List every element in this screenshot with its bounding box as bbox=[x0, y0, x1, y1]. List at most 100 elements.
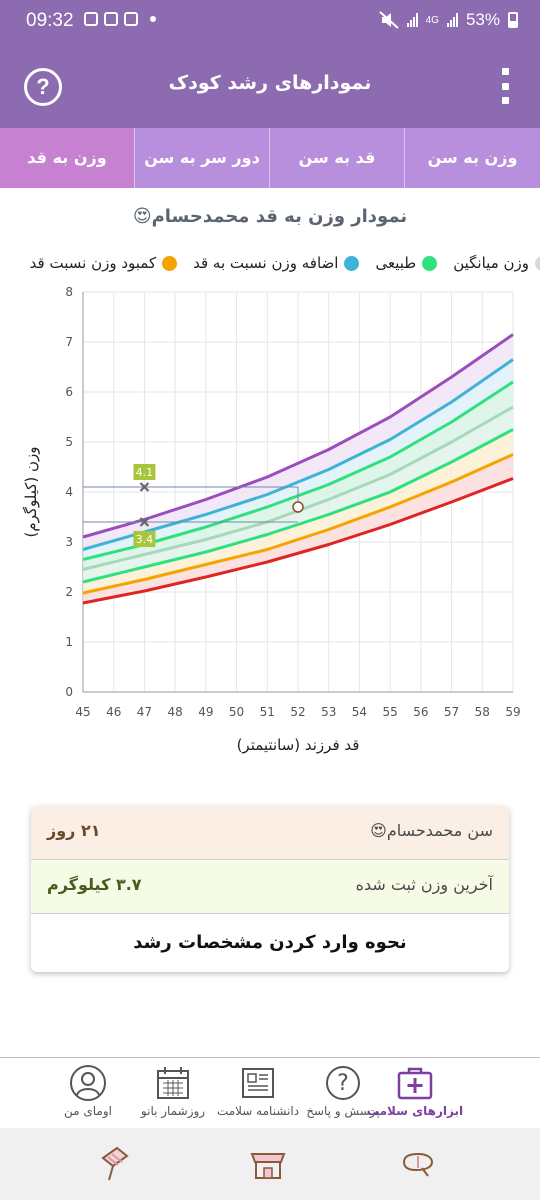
legend-label: طبیعی bbox=[375, 254, 417, 272]
network-type: 4G bbox=[425, 14, 439, 26]
x-tick-label: 59 bbox=[505, 705, 520, 719]
instagram-icon bbox=[124, 12, 138, 26]
ice-cream-icon[interactable] bbox=[95, 1144, 135, 1184]
x-axis-label: قد فرزند (سانتیمتر) bbox=[237, 736, 360, 754]
nav-my-profile[interactable]: اومای من bbox=[48, 1058, 128, 1128]
x-tick-label: 51 bbox=[260, 705, 275, 719]
x-tick-label: 48 bbox=[168, 705, 183, 719]
menu-dot-icon bbox=[501, 82, 509, 90]
shop-icon[interactable] bbox=[248, 1144, 288, 1184]
first-aid-kit-icon bbox=[397, 1067, 433, 1100]
nav-label: دانشنامه سلامت bbox=[216, 1104, 300, 1118]
chart-band bbox=[83, 407, 513, 582]
marker-label: 4.1 bbox=[136, 466, 154, 479]
legend-dot-icon bbox=[422, 255, 438, 271]
legend-label: وزن میانگین bbox=[453, 254, 529, 272]
nav-label: پرسش و پاسخ bbox=[306, 1104, 380, 1118]
page-title: نمودارهای رشد کودک bbox=[168, 72, 372, 94]
growth-chart: 45 46 47 48 49 50 51 52 53 54 55 56 57 58 590123456784… bbox=[22, 285, 521, 754]
x-tick-label: 49 bbox=[198, 705, 213, 719]
age-row: سن محمدحسام😍 ۲۱ روز bbox=[31, 806, 509, 860]
battery-percent: 53% bbox=[465, 10, 500, 29]
calendar-icon bbox=[157, 1067, 189, 1099]
nav-calendar[interactable]: روزشمار بانو bbox=[133, 1058, 213, 1128]
series-line bbox=[82, 358, 514, 551]
current-measurement-point bbox=[292, 501, 304, 513]
x-tick-label: 52 bbox=[290, 705, 305, 719]
battery-icon bbox=[508, 12, 518, 28]
chart-band bbox=[83, 382, 513, 570]
x-tick-label: 56 bbox=[413, 705, 428, 719]
nav-encyclopedia[interactable]: دانشنامه سلامت bbox=[217, 1058, 299, 1128]
chart-band bbox=[83, 429, 513, 593]
mute-icon bbox=[378, 11, 399, 29]
legend-dot-icon bbox=[162, 255, 178, 271]
growth-info-card: سن محمدحسام😍 ۲۱ روز آخرین وزن ثبت شده ۳.… bbox=[31, 806, 509, 972]
series-line bbox=[82, 453, 514, 595]
age-label: سن محمدحسام😍 bbox=[370, 821, 493, 840]
y-tick-label: 1 bbox=[65, 635, 73, 649]
series-line bbox=[82, 333, 514, 539]
data-point-marker bbox=[139, 482, 150, 492]
pill-icon[interactable] bbox=[398, 1144, 438, 1184]
x-tick-label: 47 bbox=[137, 705, 152, 719]
legend-item[interactable]: اضافه وزن نسبت به قد bbox=[193, 254, 360, 272]
marker-label-box bbox=[133, 464, 156, 480]
tab-height-for-age[interactable]: قد به سن bbox=[270, 128, 405, 188]
series-line bbox=[82, 477, 514, 605]
signal-icon bbox=[446, 13, 458, 27]
status-time: 09:32 bbox=[26, 10, 74, 31]
signal-icon bbox=[406, 13, 418, 27]
nav-label: اومای من bbox=[64, 1104, 112, 1118]
marker-label-box bbox=[133, 531, 156, 547]
nav-health-tools[interactable]: ابزارهای سلامت bbox=[367, 1058, 463, 1128]
question-bubble-icon: ? bbox=[326, 1066, 360, 1100]
y-tick-label: 6 bbox=[65, 385, 73, 399]
y-tick-label: 3 bbox=[65, 535, 73, 549]
tab-head-circumference-for-age[interactable]: دور سر به سن bbox=[135, 128, 270, 188]
y-tick-label: 7 bbox=[65, 335, 73, 349]
y-axis-label: وزن (کیلوگرم) bbox=[22, 446, 40, 537]
nav-label: روزشمار بانو bbox=[140, 1104, 206, 1118]
data-point-marker bbox=[139, 517, 150, 527]
more-menu-button[interactable] bbox=[498, 68, 512, 104]
age-value: ۲۱ روز bbox=[47, 821, 101, 840]
status-right: 4G 53% bbox=[378, 10, 518, 30]
last-weight-label: آخرین وزن ثبت شده bbox=[355, 875, 493, 894]
x-tick-label: 50 bbox=[229, 705, 244, 719]
last-weight-value: ۳.۷ کیلوگرم bbox=[47, 875, 142, 894]
legend-item[interactable]: وزن میانگین bbox=[453, 254, 540, 272]
x-tick-label: 58 bbox=[475, 705, 490, 719]
x-tick-label: 53 bbox=[321, 705, 336, 719]
legend-dot-icon bbox=[344, 255, 360, 271]
y-tick-label: 8 bbox=[65, 285, 73, 299]
app-header: ? نمودارهای رشد کودک bbox=[0, 44, 540, 128]
x-tick-label: 46 bbox=[106, 705, 121, 719]
instagram-icon bbox=[104, 12, 118, 26]
legend-dot-icon bbox=[535, 255, 540, 271]
legend-item[interactable]: طبیعی bbox=[375, 254, 438, 272]
growth-entry-help-link[interactable]: نحوه وارد کردن مشخصات رشد bbox=[133, 932, 407, 953]
svg-text:?: ? bbox=[337, 1071, 349, 1096]
more-notifications-icon bbox=[150, 16, 156, 22]
x-tick-label: 45 bbox=[75, 705, 90, 719]
series-line bbox=[82, 428, 514, 584]
chart-band bbox=[83, 359, 513, 560]
tab-weight-for-age[interactable]: وزن به سن bbox=[405, 128, 540, 188]
y-tick-label: 4 bbox=[65, 485, 73, 499]
profile-avatar-icon bbox=[70, 1065, 106, 1101]
y-tick-label: 5 bbox=[65, 435, 73, 449]
help-button[interactable]: ? bbox=[24, 68, 62, 106]
marker-label: 3.4 bbox=[136, 533, 154, 546]
nav-questions[interactable]: ? پرسش و پاسخ bbox=[303, 1058, 383, 1128]
menu-dot-icon bbox=[501, 97, 509, 104]
tab-weight-for-height[interactable]: وزن به قد bbox=[0, 128, 135, 188]
chart-tabs: وزن به قد دور سر به سن قد به سن وزن به س… bbox=[0, 128, 540, 188]
status-bar: 09:32 4G 53% bbox=[0, 0, 540, 44]
chart-band bbox=[83, 454, 513, 603]
legend-label: اضافه وزن نسبت به قد bbox=[193, 254, 339, 272]
chart-title: نمودار وزن به قد محمدحسام😍 bbox=[132, 206, 408, 227]
legend-item[interactable]: کمبود وزن نسبت قد bbox=[30, 254, 178, 272]
bottom-nav: ابزارهای سلامت ? پرسش و پاسخ دانشنامه سل… bbox=[0, 1057, 540, 1127]
y-tick-label: 0 bbox=[65, 685, 73, 699]
